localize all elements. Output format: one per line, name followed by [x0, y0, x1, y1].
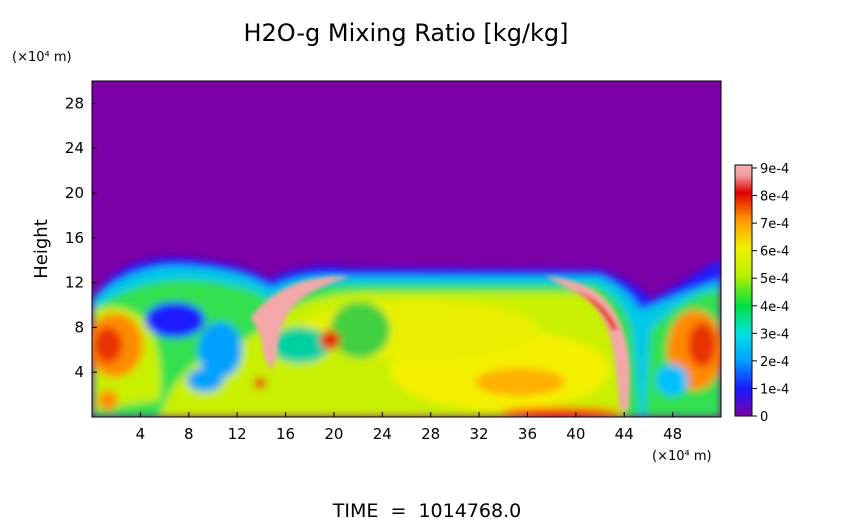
- colorbar-tick-label: 2e-4: [760, 355, 789, 370]
- x-tick-label: 4: [136, 425, 146, 443]
- x-tick-label: 20: [324, 425, 343, 443]
- y-axis-ticks: 4 8 12 16 20 24 28: [65, 94, 97, 381]
- colorbar-tick-label: 7e-4: [760, 217, 789, 232]
- colorbar-tick-label: 8e-4: [760, 190, 789, 205]
- colorbar-tick-label: 3e-4: [760, 327, 789, 342]
- x-tick-label: 24: [373, 425, 392, 443]
- y-tick-label: 20: [65, 184, 84, 202]
- y-tick-label: 4: [74, 363, 84, 381]
- x-tick-label: 8: [184, 425, 194, 443]
- y-tick-label: 24: [65, 139, 84, 157]
- colorbar-tick-label: 1e-4: [760, 382, 789, 397]
- colorbar: [734, 164, 753, 417]
- chart-title: H2O-g Mixing Ratio [kg/kg]: [243, 19, 568, 47]
- colorbar-tick-label: 4e-4: [760, 300, 789, 315]
- x-unit-label: (×10⁴ m): [652, 449, 712, 464]
- colorbar-tick-label: 5e-4: [760, 272, 789, 287]
- heatmap-field: [92, 81, 721, 417]
- x-tick-label: 16: [276, 425, 295, 443]
- y-tick-label: 16: [65, 229, 84, 247]
- x-tick-label: 36: [518, 425, 537, 443]
- x-tick-label: 44: [615, 425, 634, 443]
- x-tick-label: 28: [421, 425, 440, 443]
- x-axis-ticks: 4 8 12 16 20 24 28 32 36 40 44 48: [136, 412, 682, 443]
- x-tick-label: 48: [663, 425, 682, 443]
- x-tick-label: 40: [566, 425, 585, 443]
- x-tick-label: 32: [470, 425, 489, 443]
- plot-frame: [91, 80, 722, 418]
- colorbar-ticks: 0 1e-4 2e-4 3e-4 4e-4 5e-4 6e-4 7e-4 8e-4 9e-4: [752, 162, 789, 425]
- colorbar-tick-label: 9e-4: [760, 162, 789, 177]
- time-label: TIME = 1014768.0: [332, 500, 521, 519]
- y-tick-label: 8: [74, 318, 84, 336]
- colorbar-tick-label: 0: [760, 410, 768, 425]
- colorbar-tick-label: 6e-4: [760, 245, 789, 260]
- y-tick-label: 12: [65, 274, 84, 292]
- y-tick-label: 28: [65, 94, 84, 112]
- x-tick-label: 12: [228, 425, 247, 443]
- y-unit-label: (×10⁴ m): [12, 50, 72, 65]
- y-axis-label: Height: [31, 219, 52, 279]
